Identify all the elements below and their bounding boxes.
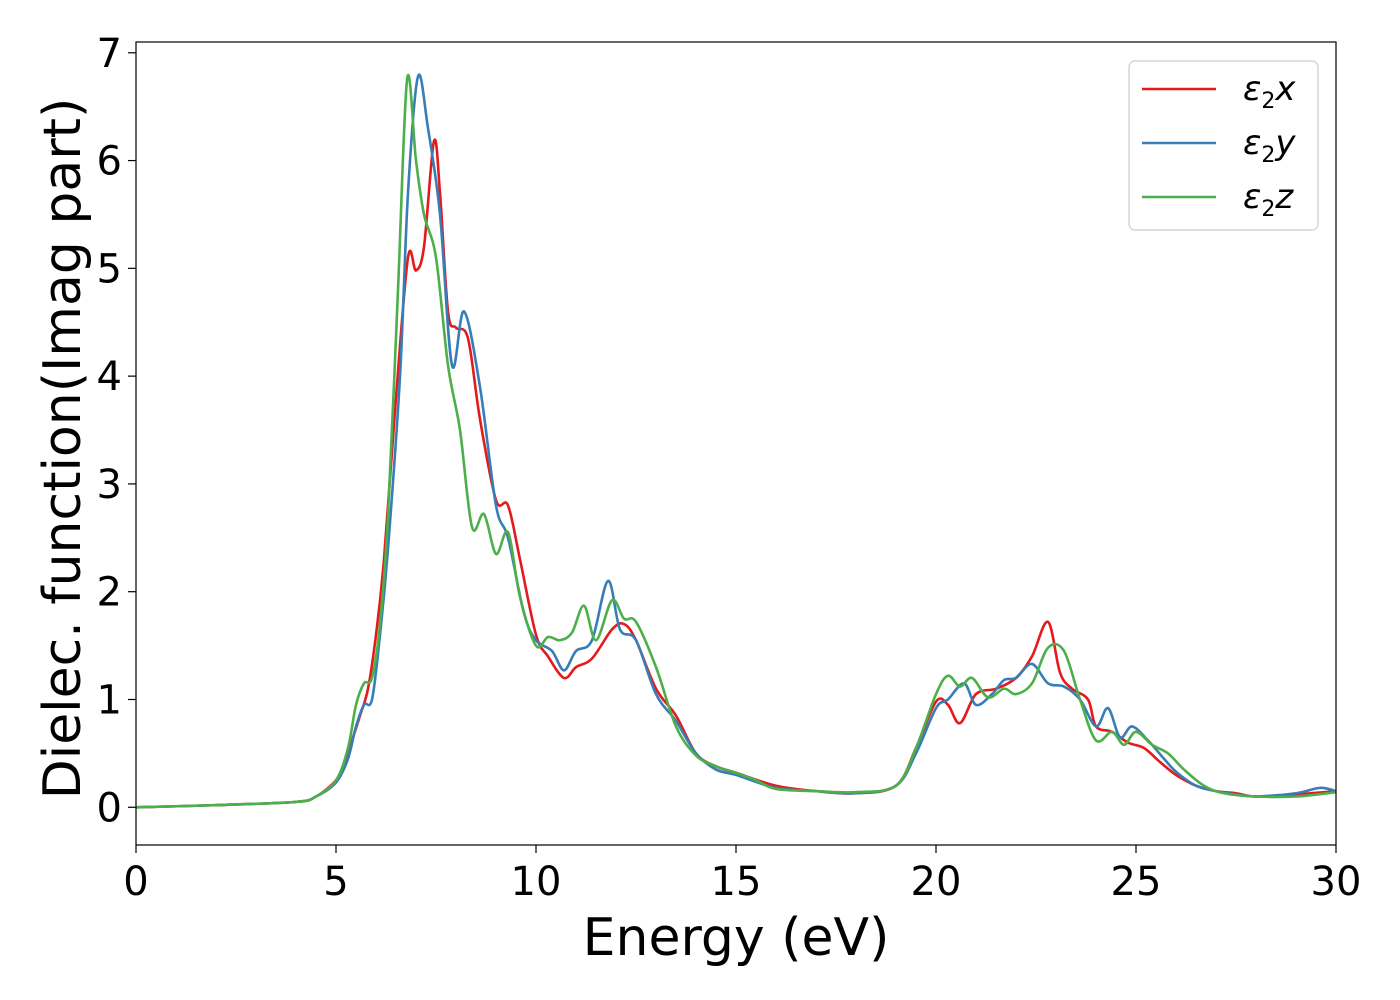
y-tick-label: 3 — [97, 462, 122, 508]
legend: ε2x ε2y ε2z — [1128, 60, 1319, 231]
series-line-x — [136, 138, 1336, 809]
x-tick-label: 30 — [1311, 859, 1362, 905]
y-tick-label: 5 — [97, 246, 122, 292]
plot-lines — [136, 73, 1336, 809]
y-tick-label: 7 — [97, 31, 122, 77]
x-tick-label: 10 — [511, 859, 562, 905]
x-tick-label: 25 — [1111, 859, 1162, 905]
legend-label-z: ε2z — [1243, 177, 1294, 222]
legend-box — [1128, 60, 1319, 231]
legend-label-y: ε2y — [1243, 123, 1296, 168]
y-tick-label: 4 — [97, 354, 122, 400]
legend-label-x: ε2x — [1243, 69, 1296, 114]
y-axis-label: Dielec. function(Imag part) — [33, 98, 93, 800]
axis-ticks: 0 5 10 15 20 25 30 0 1 2 3 4 5 6 7 — [97, 31, 1362, 905]
y-tick-label: 0 — [97, 785, 122, 831]
x-tick-label: 0 — [123, 859, 148, 905]
series-line-y — [136, 73, 1336, 809]
x-axis-label: Energy (eV) — [583, 908, 890, 968]
x-tick-label: 15 — [711, 859, 762, 905]
x-tick-label: 5 — [323, 859, 348, 905]
y-tick-label: 1 — [97, 677, 122, 723]
series-line-z — [136, 74, 1336, 809]
y-tick-label: 6 — [97, 139, 122, 185]
y-tick-label: 2 — [97, 570, 122, 616]
x-tick-label: 20 — [911, 859, 962, 905]
